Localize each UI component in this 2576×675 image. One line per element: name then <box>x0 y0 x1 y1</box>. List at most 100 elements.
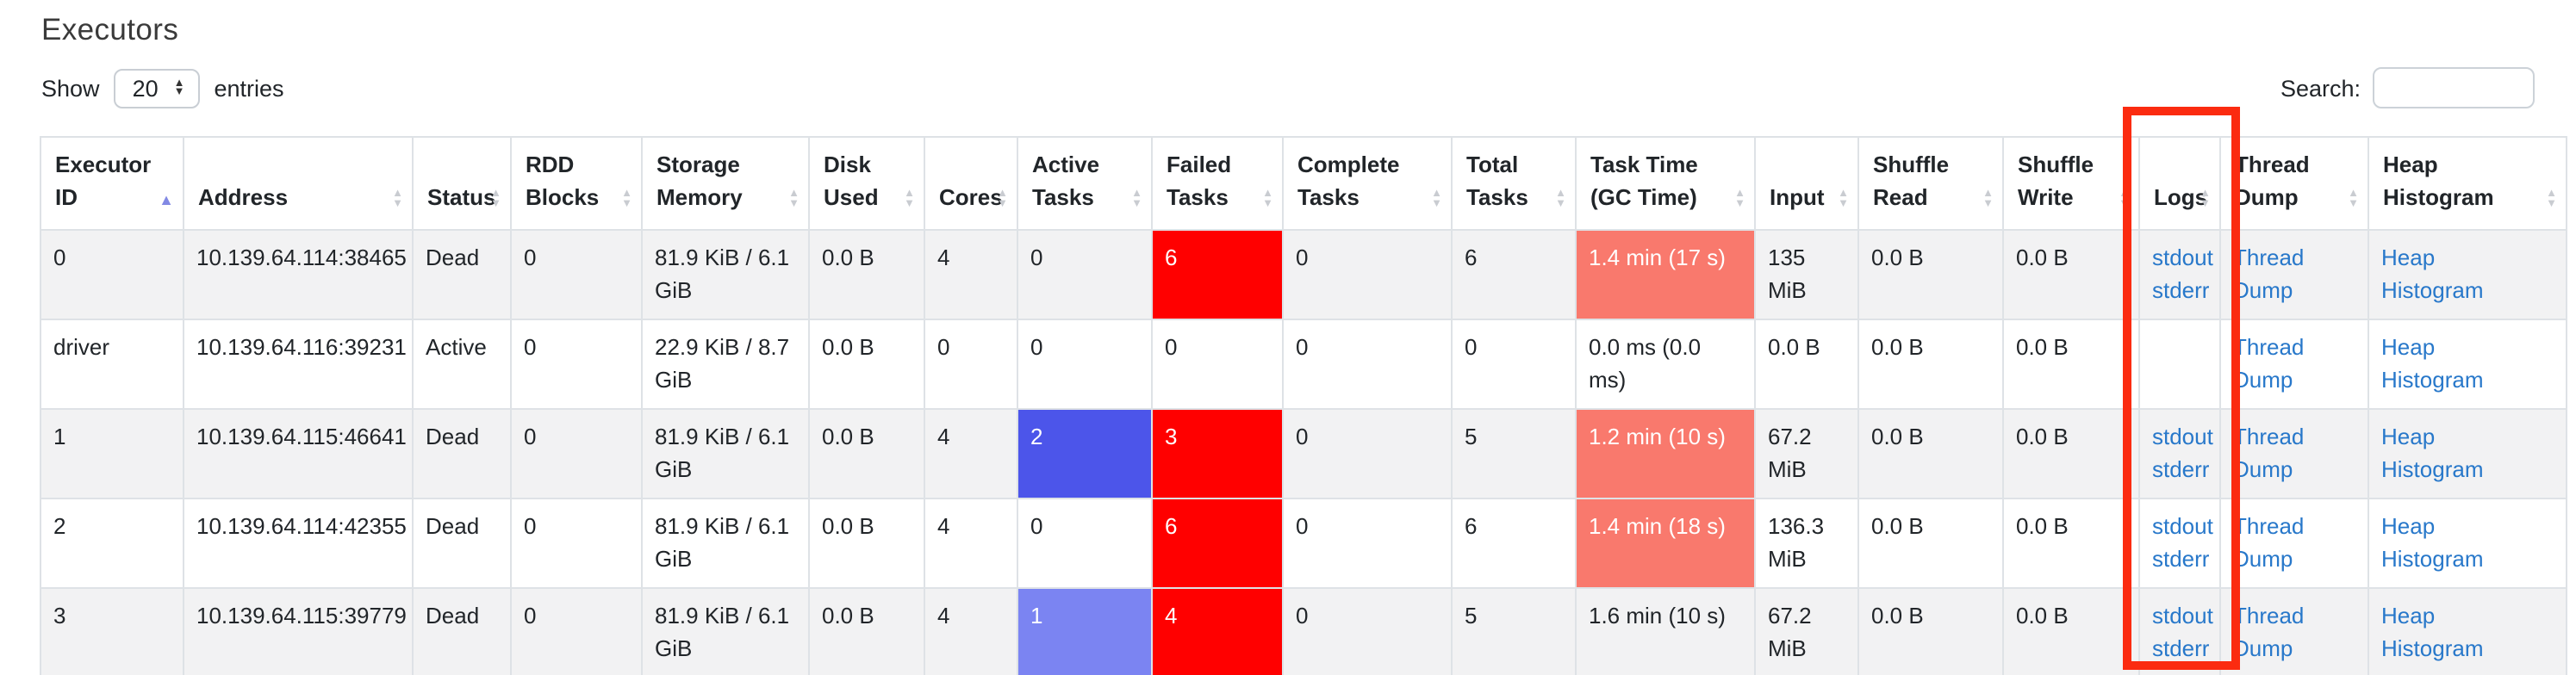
cell-cores: 4 <box>924 228 1018 320</box>
cell-status: Dead <box>412 228 512 320</box>
cell-input: 136.3 MiB <box>1754 497 1859 589</box>
column-header-label: Logs <box>2154 183 2208 210</box>
page-size-value: 20 <box>132 75 159 101</box>
sort-carets-icon: ▲ ▼ <box>2546 187 2557 210</box>
search-input[interactable] <box>2373 67 2535 108</box>
cell-logs: stdout stderr <box>2138 407 2221 499</box>
heap-histogram-link[interactable]: Heap Histogram <box>2381 244 2484 304</box>
column-header-complete_tasks[interactable]: Complete Tasks ▲ ▼ <box>1282 136 1453 231</box>
cell-rdd_blocks: 0 <box>510 497 643 589</box>
column-header-heap_histogram[interactable]: Heap Histogram ▲ ▼ <box>2368 136 2567 231</box>
column-header-label: Complete Tasks <box>1297 152 1400 210</box>
cell-executor_id: 1 <box>40 407 184 499</box>
cell-thread_dump: Thread Dump <box>2219 586 2369 675</box>
sort-carets-icon: ▲ ▼ <box>1431 187 1442 210</box>
cell-shuffle_read: 0.0 B <box>1857 497 2004 589</box>
column-header-thread_dump[interactable]: Thread Dump ▲ ▼ <box>2219 136 2369 231</box>
column-header-label: Cores <box>939 183 1003 210</box>
cell-disk_used: 0.0 B <box>808 407 925 499</box>
sort-carets-icon: ▲ ▼ <box>1982 187 1994 210</box>
stdout-link[interactable]: stdout <box>2152 244 2213 270</box>
cell-executor_id: driver <box>40 318 184 410</box>
sort-carets-icon: ▲ ▼ <box>997 187 1008 210</box>
table-controls: Show 20 ▲ ▼ entries Search: <box>41 64 2535 112</box>
entries-label: entries <box>214 75 284 101</box>
cell-rdd_blocks: 0 <box>510 407 643 499</box>
cell-failed_tasks: 3 <box>1151 407 1284 499</box>
cell-storage_memory: 81.9 KiB / 6.1 GiB <box>641 407 810 499</box>
page-size-select[interactable]: 20 ▲ ▼ <box>113 68 201 108</box>
cell-shuffle_read: 0.0 B <box>1857 586 2004 675</box>
stderr-link[interactable]: stderr <box>2152 456 2210 483</box>
search-label: Search: <box>2280 75 2361 101</box>
table-row: 1 10.139.64.115:46641 Dead 0 81.9 KiB / 6.1 … <box>40 407 2567 499</box>
column-header-active_tasks[interactable]: Active Tasks ▲ ▼ <box>1017 136 1153 231</box>
cell-active_tasks: 1 <box>1017 586 1153 675</box>
column-header-disk_used[interactable]: Disk Used ▲ ▼ <box>808 136 925 231</box>
cell-storage_memory: 22.9 KiB / 8.7 GiB <box>641 318 810 410</box>
heap-histogram-link[interactable]: Heap Histogram <box>2381 602 2484 662</box>
heap-histogram-link[interactable]: Heap Histogram <box>2381 512 2484 573</box>
cell-shuffle_write: 0.0 B <box>2002 497 2140 589</box>
cell-thread_dump: Thread Dump <box>2219 407 2369 499</box>
column-header-storage_memory[interactable]: Storage Memory ▲ ▼ <box>641 136 810 231</box>
cell-heap_histogram: Heap Histogram <box>2368 318 2567 410</box>
column-header-rdd_blocks[interactable]: RDD Blocks ▲ ▼ <box>510 136 643 231</box>
stderr-link[interactable]: stderr <box>2152 546 2210 573</box>
cell-disk_used: 0.0 B <box>808 497 925 589</box>
column-header-shuffle_read[interactable]: Shuffle Read ▲ ▼ <box>1857 136 2004 231</box>
cell-shuffle_write: 0.0 B <box>2002 407 2140 499</box>
cell-complete_tasks: 0 <box>1282 407 1453 499</box>
sort-carets-icon: ▲ ▼ <box>1838 187 1849 210</box>
cell-status: Dead <box>412 586 512 675</box>
column-header-failed_tasks[interactable]: Failed Tasks ▲ ▼ <box>1151 136 1284 231</box>
cell-task_time: 1.4 min (17 s) <box>1575 228 1756 320</box>
cell-input: 0.0 B <box>1754 318 1859 410</box>
thread-dump-link[interactable]: Thread Dump <box>2233 512 2305 573</box>
stdout-link[interactable]: stdout <box>2152 602 2213 629</box>
cell-task_time: 1.6 min (10 s) <box>1575 586 1756 675</box>
table-row: 0 10.139.64.114:38465 Dead 0 81.9 KiB / 6.1 … <box>40 228 2567 320</box>
column-header-label: Input <box>1770 183 1825 210</box>
cell-shuffle_write: 0.0 B <box>2002 586 2140 675</box>
cell-logs: stdout stderr <box>2138 586 2221 675</box>
column-header-status[interactable]: Status ▲ ▼ <box>412 136 512 231</box>
thread-dump-link[interactable]: Thread Dump <box>2233 333 2305 393</box>
column-header-label: Disk Used <box>824 152 879 210</box>
column-header-label: Active Tasks <box>1032 152 1100 210</box>
column-header-address[interactable]: Address ▲ ▼ <box>183 136 414 231</box>
thread-dump-link[interactable]: Thread Dump <box>2233 423 2305 483</box>
stderr-link[interactable]: stderr <box>2152 277 2210 304</box>
cell-storage_memory: 81.9 KiB / 6.1 GiB <box>641 586 810 675</box>
show-label: Show <box>41 75 100 101</box>
column-header-input[interactable]: Input ▲ ▼ <box>1754 136 1859 231</box>
column-header-label: Status <box>427 183 496 210</box>
heap-histogram-link[interactable]: Heap Histogram <box>2381 423 2484 483</box>
cell-address: 10.139.64.114:42355 <box>183 497 414 589</box>
column-header-task_time[interactable]: Task Time (GC Time) ▲ ▼ <box>1575 136 1756 231</box>
cell-complete_tasks: 0 <box>1282 318 1453 410</box>
stdout-link[interactable]: stdout <box>2152 512 2213 539</box>
cell-thread_dump: Thread Dump <box>2219 228 2369 320</box>
heap-histogram-link[interactable]: Heap Histogram <box>2381 333 2484 393</box>
column-header-cores[interactable]: Cores ▲ ▼ <box>924 136 1018 231</box>
column-header-shuffle_write[interactable]: Shuffle Write ▲ ▼ <box>2002 136 2140 231</box>
cell-active_tasks: 0 <box>1017 318 1153 410</box>
stderr-link[interactable]: stderr <box>2152 635 2210 662</box>
cell-cores: 0 <box>924 318 1018 410</box>
sort-carets-icon: ▲ ▼ <box>788 187 800 210</box>
cell-complete_tasks: 0 <box>1282 586 1453 675</box>
table-row: driver 10.139.64.116:39231 Active 0 22.9 KiB… <box>40 318 2567 410</box>
column-header-executor_id[interactable]: Executor ID ▲ <box>40 136 184 231</box>
cell-rdd_blocks: 0 <box>510 228 643 320</box>
column-header-logs[interactable]: Logs ▲ ▼ <box>2138 136 2221 231</box>
thread-dump-link[interactable]: Thread Dump <box>2233 602 2305 662</box>
thread-dump-link[interactable]: Thread Dump <box>2233 244 2305 304</box>
stdout-link[interactable]: stdout <box>2152 423 2213 449</box>
cell-cores: 4 <box>924 407 1018 499</box>
table-row: 3 10.139.64.115:39779 Dead 0 81.9 KiB / 6.1 … <box>40 586 2567 675</box>
cell-executor_id: 2 <box>40 497 184 589</box>
cell-active_tasks: 2 <box>1017 407 1153 499</box>
column-header-total_tasks[interactable]: Total Tasks ▲ ▼ <box>1451 136 1577 231</box>
cell-total_tasks: 0 <box>1451 318 1577 410</box>
